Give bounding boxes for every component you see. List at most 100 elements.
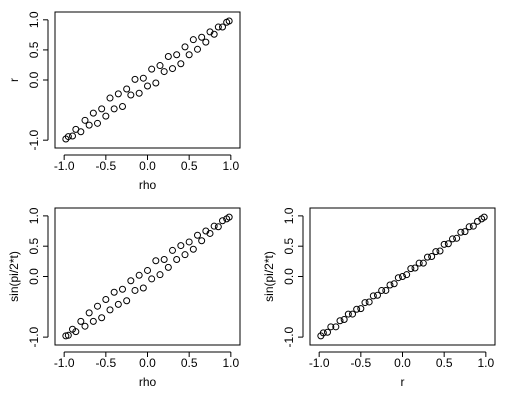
point bbox=[361, 299, 369, 307]
point bbox=[357, 305, 365, 313]
plot-box bbox=[54, 207, 241, 346]
point bbox=[106, 306, 114, 314]
point bbox=[135, 89, 143, 97]
point bbox=[173, 256, 181, 264]
point bbox=[432, 248, 440, 256]
y-axis-label: sin(pi/2*t) bbox=[262, 251, 276, 302]
point bbox=[131, 75, 139, 83]
point bbox=[81, 116, 89, 124]
x-tick-label: 0.0 bbox=[139, 159, 156, 173]
point bbox=[185, 238, 193, 246]
y-axis-label: sin(pi/2*t) bbox=[7, 251, 21, 302]
point bbox=[98, 314, 106, 322]
y-axis-label: r bbox=[7, 78, 21, 82]
point bbox=[210, 30, 218, 38]
point bbox=[144, 82, 151, 90]
point bbox=[77, 128, 85, 136]
x-tick-label: -0.5 bbox=[95, 159, 116, 173]
point bbox=[210, 222, 218, 230]
y-tick-label: -1.0 bbox=[282, 326, 296, 347]
point bbox=[156, 62, 164, 70]
point bbox=[457, 228, 465, 236]
point bbox=[369, 292, 377, 300]
plot-box bbox=[54, 11, 241, 149]
point bbox=[407, 265, 415, 273]
point bbox=[152, 257, 160, 265]
x-tick-label: -0.5 bbox=[350, 356, 371, 370]
point bbox=[181, 43, 189, 51]
point bbox=[465, 223, 473, 231]
point bbox=[214, 23, 222, 31]
point bbox=[169, 246, 176, 254]
point bbox=[198, 237, 206, 245]
point bbox=[374, 291, 381, 299]
y-tick-label: -1.0 bbox=[27, 130, 41, 151]
x-tick-label: -1.0 bbox=[54, 356, 75, 370]
point bbox=[336, 317, 344, 325]
point bbox=[98, 105, 106, 113]
x-axis-label: rho bbox=[139, 178, 157, 192]
point bbox=[64, 133, 72, 141]
point bbox=[94, 302, 101, 310]
point bbox=[114, 300, 122, 308]
point bbox=[123, 297, 131, 305]
point bbox=[344, 310, 352, 318]
point bbox=[89, 317, 97, 325]
point bbox=[160, 256, 168, 264]
point bbox=[169, 65, 176, 73]
point bbox=[102, 296, 110, 304]
point bbox=[453, 234, 461, 242]
point bbox=[440, 240, 448, 248]
point bbox=[353, 305, 361, 313]
point bbox=[85, 309, 93, 317]
point bbox=[399, 273, 406, 280]
point bbox=[219, 217, 226, 225]
point bbox=[189, 245, 197, 253]
x-tick-label: 0.5 bbox=[181, 356, 198, 370]
point bbox=[378, 286, 386, 294]
x-tick-label: 0.0 bbox=[139, 356, 156, 370]
plot-box bbox=[309, 207, 496, 346]
point bbox=[72, 328, 80, 336]
point bbox=[139, 284, 147, 292]
point bbox=[164, 263, 172, 271]
point bbox=[198, 33, 206, 41]
point bbox=[106, 94, 114, 102]
y-tick-label: 0.5 bbox=[282, 238, 296, 255]
point bbox=[206, 229, 214, 237]
point bbox=[415, 259, 423, 267]
point bbox=[194, 45, 201, 53]
x-tick-label: 0.5 bbox=[181, 159, 198, 173]
x-axis-label: rho bbox=[139, 375, 157, 389]
point bbox=[340, 316, 348, 324]
point bbox=[127, 91, 135, 99]
point bbox=[382, 286, 390, 294]
x-tick-label: 0.5 bbox=[436, 356, 453, 370]
point bbox=[185, 51, 193, 59]
point bbox=[469, 222, 477, 230]
point bbox=[69, 132, 76, 140]
y-tick-label: 0.0 bbox=[27, 71, 41, 88]
y-tick-label: 0.5 bbox=[27, 41, 41, 58]
point bbox=[89, 109, 97, 117]
x-tick-label: -1.0 bbox=[54, 159, 75, 173]
point bbox=[119, 285, 126, 293]
y-tick-label: 1.0 bbox=[27, 11, 41, 28]
point bbox=[135, 271, 143, 279]
point bbox=[131, 286, 139, 294]
point bbox=[189, 36, 197, 44]
point bbox=[110, 105, 118, 113]
point bbox=[77, 317, 85, 325]
x-tick-label: 1.0 bbox=[477, 356, 494, 370]
point bbox=[480, 213, 488, 221]
point bbox=[461, 228, 469, 236]
y-tick-label: 0.0 bbox=[282, 268, 296, 285]
point bbox=[110, 288, 118, 296]
point bbox=[144, 266, 151, 274]
point bbox=[177, 60, 185, 68]
x-tick-label: 1.0 bbox=[222, 159, 239, 173]
x-tick-label: 1.0 bbox=[222, 356, 239, 370]
x-tick-label: -1.0 bbox=[309, 356, 330, 370]
point bbox=[349, 310, 356, 318]
